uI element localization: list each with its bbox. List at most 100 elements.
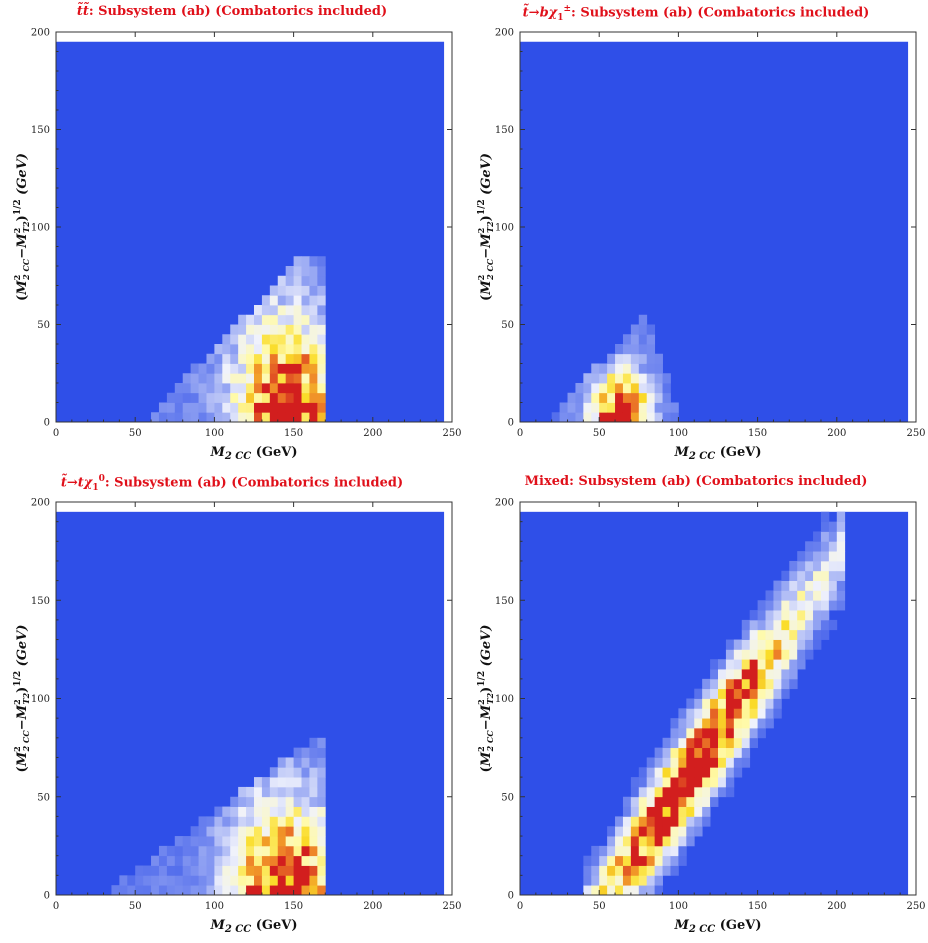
heatmap-cell — [269, 796, 279, 807]
heatmap-cell — [797, 649, 806, 660]
heatmap-cell — [678, 708, 687, 719]
heatmap-cell — [678, 796, 687, 807]
heatmap-cells — [583, 511, 846, 896]
heatmap-cell — [646, 402, 656, 413]
heatmap-cell — [828, 619, 838, 631]
heatmap-cell — [646, 412, 656, 423]
heatmap-cell — [190, 885, 199, 896]
heatmap-cell — [238, 383, 247, 394]
heatmap-cell — [222, 353, 231, 364]
heatmap-cell — [662, 747, 671, 758]
heatmap-cell — [285, 836, 294, 847]
heatmap-cell — [174, 412, 184, 423]
heatmap-cell — [206, 363, 215, 374]
heatmap-cell — [678, 806, 687, 817]
heatmap-cell — [246, 806, 255, 817]
heatmap-cell — [293, 275, 302, 286]
heatmap-cell — [285, 777, 294, 788]
heatmap-cell — [646, 363, 656, 374]
heatmap-cell — [757, 688, 766, 699]
heatmap-cell — [246, 363, 255, 374]
heatmap-cell — [733, 718, 743, 729]
heatmap-cell — [182, 383, 192, 394]
heatmap-cell — [182, 855, 192, 866]
y-tick-label: 150 — [31, 596, 50, 607]
heatmap-cell — [733, 649, 743, 660]
heatmap-cell — [686, 806, 695, 817]
heatmap-cell — [261, 796, 271, 807]
heatmap-cell — [765, 629, 774, 640]
heatmap-cell — [622, 412, 632, 423]
heatmap-cell — [166, 402, 176, 413]
heatmap-cell — [773, 610, 782, 621]
heatmap-cell — [583, 885, 592, 896]
heatmap-cell — [317, 285, 326, 296]
heatmap-cell — [583, 383, 592, 394]
heatmap-cell — [230, 402, 239, 413]
heatmap-cell — [678, 727, 687, 739]
heatmap-cell — [662, 767, 671, 778]
heatmap-cell — [246, 412, 255, 423]
heatmap-cell — [638, 875, 648, 886]
heatmap-cell — [206, 865, 215, 876]
heatmap-cell — [694, 747, 703, 758]
heatmap-cell — [293, 826, 302, 837]
y-tick-label: 0 — [44, 891, 50, 902]
heatmap-cell — [293, 796, 302, 807]
heatmap-cell — [749, 678, 758, 690]
heatmap-cell — [230, 826, 239, 837]
heatmap-cell — [261, 383, 271, 394]
heatmap-cell — [277, 275, 287, 286]
heatmap-cell — [749, 649, 758, 660]
heatmap-cells — [151, 256, 326, 423]
heatmap-cell — [269, 865, 279, 876]
y-tick-label: 100 — [495, 223, 514, 234]
heatmap-cell — [269, 402, 279, 413]
heatmap-cell — [805, 570, 814, 581]
heatmap-cell — [607, 363, 616, 374]
heatmap-cell — [789, 629, 798, 640]
heatmap-cell — [285, 757, 294, 768]
heatmap-cell — [591, 383, 600, 394]
heatmap-cell — [646, 353, 656, 364]
heatmap-cell — [765, 600, 774, 611]
heatmap-cell — [638, 412, 648, 423]
heatmap-cell — [277, 816, 287, 827]
heatmap-cell — [725, 678, 735, 690]
heatmap-cell — [622, 353, 632, 364]
heatmap-cell — [622, 845, 632, 857]
heatmap-cell — [309, 314, 318, 325]
heatmap-cell — [269, 786, 279, 798]
heatmap-cell — [741, 649, 751, 660]
heatmap-cell — [254, 786, 263, 798]
heatmap-cell — [254, 373, 263, 384]
heatmap-cell — [206, 885, 215, 896]
heatmap-cell — [805, 551, 814, 562]
heatmap-cell — [733, 767, 743, 778]
heatmap-cell — [789, 570, 798, 581]
heatmap-cell — [198, 885, 207, 896]
heatmap-cell — [301, 786, 310, 798]
heatmap-cell — [269, 353, 279, 364]
heatmap-cell — [646, 806, 656, 817]
heatmap-cell — [654, 826, 663, 837]
heatmap-cell — [206, 383, 215, 394]
heatmap-cell — [174, 402, 184, 413]
heatmap-cell — [757, 678, 766, 690]
heatmap-cell — [630, 836, 640, 847]
heatmap-cell — [246, 383, 255, 394]
heatmap-panel-b-chargino: t̃→bχ1±: Subsystem (ab) (Combatorics inc… — [464, 0, 928, 470]
heatmap-cell — [638, 324, 648, 335]
heatmap-cell — [254, 777, 263, 788]
heatmap-cell — [261, 885, 271, 896]
heatmap-cell — [254, 865, 263, 876]
y-tick-label: 200 — [31, 28, 50, 39]
heatmap-cell — [686, 708, 695, 719]
heatmap-cell — [646, 777, 656, 788]
heatmap-cell — [293, 845, 302, 857]
heatmap-cell — [615, 836, 624, 847]
heatmap-cell — [151, 865, 160, 876]
heatmap-cell — [301, 363, 310, 374]
heatmap-cell — [238, 402, 247, 413]
heatmap-cell — [630, 865, 640, 876]
